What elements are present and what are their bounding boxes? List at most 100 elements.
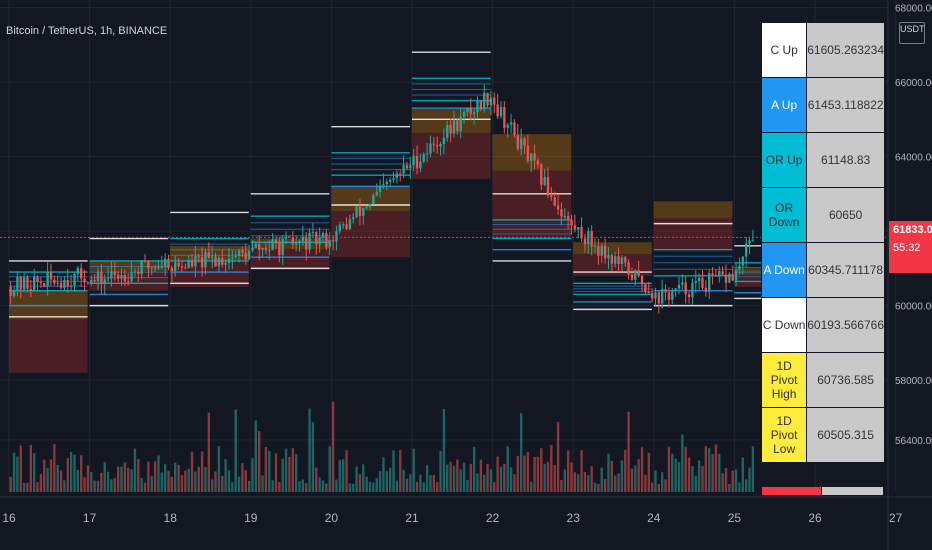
volume-bar: [53, 444, 56, 492]
volume-bar: [234, 409, 237, 492]
candle-body: [506, 124, 509, 128]
candle-body: [614, 256, 617, 264]
candle-body: [647, 291, 650, 293]
volume-bar: [560, 480, 563, 492]
candle-body: [456, 120, 459, 132]
candle-body: [640, 276, 644, 285]
symbol-title[interactable]: Bitcoin / TetherUS, 1h, BINANCE: [6, 25, 168, 37]
candle-body: [452, 120, 456, 134]
candle-body: [59, 282, 63, 288]
volume-bar: [546, 461, 550, 492]
volume-bar: [553, 465, 556, 492]
volume-bar: [627, 411, 630, 492]
volume-bar: [187, 468, 190, 492]
time-axis[interactable]: 16 17 18 19 20 21 22 23 24 25 26 27: [0, 496, 932, 525]
candle-body: [513, 122, 516, 136]
volume-bar: [110, 479, 113, 492]
volume-bar: [617, 473, 620, 492]
volume-bar: [493, 482, 496, 492]
candle-body: [499, 107, 503, 117]
volume-bar: [412, 448, 415, 492]
price-axis[interactable]: 68000.0066000.0064000.0062000.0060000.00…: [887, 0, 932, 550]
level-value: 60650: [806, 187, 885, 243]
candle-body: [224, 262, 227, 265]
candle-body: [153, 267, 157, 269]
maroon-zone: [250, 248, 330, 269]
candle-body: [187, 259, 190, 269]
volume-bar: [93, 480, 96, 492]
candle-body: [378, 185, 382, 192]
volume-bar: [170, 476, 174, 492]
candle-body: [19, 276, 22, 290]
candle-body: [677, 284, 681, 289]
candle-body: [331, 239, 335, 242]
volume-bar: [59, 470, 63, 492]
volume-bar: [244, 470, 247, 492]
volume-bar: [39, 473, 43, 492]
candle-body: [217, 258, 221, 267]
volume-bar: [681, 434, 684, 492]
candle-body: [422, 154, 425, 162]
volume-bar: [127, 467, 130, 492]
table-row: 1D Pivot Low 60505.315: [760, 407, 885, 463]
price-tick-label: 60000.00: [895, 302, 932, 313]
candle-body: [654, 292, 657, 299]
candle-body: [22, 277, 26, 290]
volume-bar: [227, 470, 231, 492]
volume-bars: [9, 401, 755, 492]
candle-body: [708, 273, 711, 292]
candle-body: [113, 271, 116, 275]
maroon-zone: [170, 260, 249, 287]
volume-bar: [130, 469, 133, 492]
currency-badge[interactable]: USDT: [899, 22, 925, 44]
volume-bar: [382, 457, 385, 492]
candle-body: [728, 273, 731, 283]
candle-body: [503, 107, 506, 128]
volume-bar: [140, 477, 143, 492]
volume-bar: [331, 401, 335, 492]
candle-body: [540, 164, 543, 185]
volume-bar: [409, 474, 412, 492]
candle-body: [583, 238, 587, 245]
volume-bar: [486, 464, 489, 492]
volume-bar: [261, 475, 264, 492]
level-label: OR Up: [760, 132, 808, 188]
candle-body: [432, 143, 436, 145]
volume-bar: [328, 446, 331, 492]
candle-body: [26, 277, 29, 289]
candle-body: [241, 250, 244, 253]
candle-body: [516, 135, 519, 149]
candle-body: [110, 271, 113, 279]
volume-bar: [237, 476, 241, 492]
candle-body: [93, 279, 96, 282]
candle-body: [365, 207, 368, 209]
volume-bar: [697, 460, 701, 492]
volume-bar: [96, 480, 100, 492]
volume-bar: [566, 450, 570, 492]
candle-body: [556, 205, 560, 210]
volume-bar: [362, 464, 365, 492]
candle-body: [80, 267, 83, 279]
candle-body: [86, 282, 90, 284]
candle-body: [479, 100, 483, 110]
candle-body: [543, 177, 546, 185]
candle-body: [358, 206, 362, 216]
orange-zone: [250, 238, 330, 249]
candle-body: [617, 256, 620, 264]
candle-body: [120, 274, 123, 279]
volume-bar: [711, 454, 714, 492]
maroon-zone: [412, 132, 491, 179]
volume-bar: [217, 446, 221, 492]
volume-bar: [56, 464, 59, 492]
candle-body: [254, 244, 258, 248]
volume-bar: [29, 444, 33, 492]
volume-bar: [123, 462, 127, 492]
volume-bar: [419, 474, 422, 492]
candle-body: [486, 92, 489, 106]
volume-bar: [744, 479, 748, 492]
candle-body: [664, 289, 667, 293]
volume-bar: [22, 482, 26, 492]
volume-bar: [519, 413, 523, 492]
volume-bar: [667, 446, 671, 492]
